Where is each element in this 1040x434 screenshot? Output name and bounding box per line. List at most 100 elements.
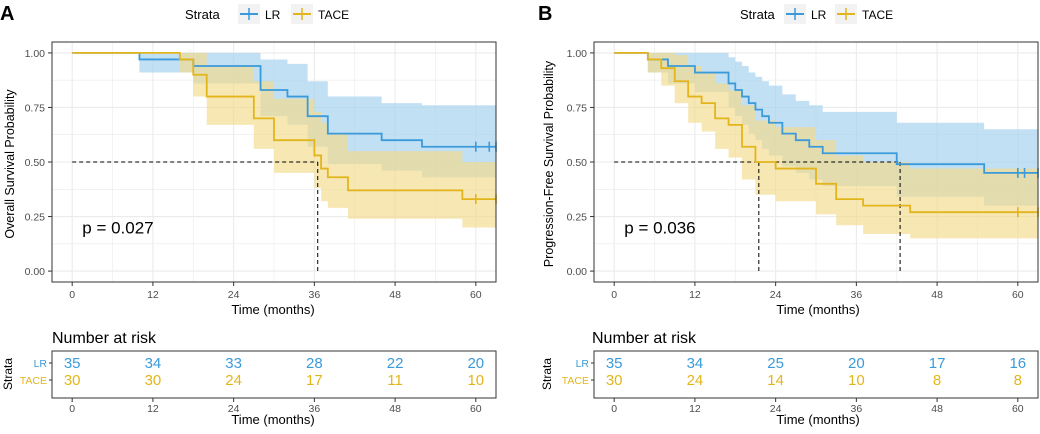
risk-table-xlabel: Time (months)	[231, 412, 314, 427]
y-tick-label: 0.50	[25, 157, 46, 169]
y-axis-label: Progression-Free Survival Probability	[542, 60, 556, 267]
risk-count: 33	[225, 355, 242, 372]
risk-row-label-tace: TACE	[562, 375, 589, 387]
x-tick-label: 48	[389, 289, 401, 301]
risk-count: 35	[64, 355, 81, 372]
risk-table: LR 35 34 25 20 17 16 TACE 30 24 14 10 8 8 0 12 24 36 48 60	[562, 350, 1039, 415]
risk-count: 10	[467, 372, 484, 389]
y-tick-label: 0.25	[567, 212, 588, 224]
x-tick-label: 48	[931, 289, 943, 301]
y-tick-label: 0.75	[25, 102, 46, 114]
x-tick-label: 12	[147, 289, 159, 301]
legend: Strata LR TACE	[740, 4, 893, 24]
survival-curve-lr	[614, 52, 1038, 174]
legend-key-lr	[238, 4, 260, 24]
risk-x-tick-label: 12	[147, 403, 159, 415]
risk-row-label-tace: TACE	[20, 375, 47, 387]
x-tick-label: 0	[69, 289, 75, 301]
legend: Strata LR TACE	[185, 4, 349, 24]
x-tick-label: 36	[851, 289, 863, 301]
risk-count: 24	[225, 372, 242, 389]
risk-table-border	[51, 350, 497, 399]
survival-curve-tace	[72, 52, 496, 200]
risk-table-ylabel: Strata	[1, 358, 15, 390]
risk-count: 8	[1014, 372, 1022, 389]
x-tick-label: 60	[470, 289, 482, 301]
risk-table-title: Number at risk	[592, 330, 697, 347]
risk-count: 34	[687, 355, 704, 372]
risk-count: 22	[387, 355, 404, 372]
panel-b: B Strata LR TACE Progression-Free Surviv…	[538, 3, 1039, 427]
legend-label-tace: TACE	[318, 8, 349, 22]
y-tick-label: 0.00	[567, 266, 588, 278]
y-tick-label: 0.50	[567, 157, 588, 169]
risk-count: 17	[306, 372, 323, 389]
risk-count: 11	[387, 372, 403, 389]
legend-label-tace: TACE	[862, 8, 893, 22]
legend-title: Strata	[740, 7, 775, 22]
risk-count: 34	[145, 355, 162, 372]
risk-x-tick-label: 12	[689, 403, 701, 415]
x-tick-label: 0	[611, 289, 617, 301]
y-tick-label: 0.25	[25, 212, 46, 224]
p-value: p = 0.027	[82, 218, 153, 237]
risk-count: 30	[606, 372, 623, 389]
plot-area: p = 0.036 0 12 24 36 48 60 0.00 0.25 0.50 0.75 1.00	[567, 41, 1039, 301]
x-tick-label: 60	[1012, 289, 1024, 301]
x-tick-label: 12	[689, 289, 701, 301]
panel-letter: A	[0, 3, 14, 25]
x-tick-label: 36	[309, 289, 321, 301]
risk-count: 17	[929, 355, 946, 372]
risk-count: 16	[1009, 355, 1026, 372]
risk-x-tick-label: 0	[611, 403, 617, 415]
risk-row-label-lr: LR	[576, 358, 590, 370]
survival-curve-tace	[614, 52, 1038, 214]
risk-count: 24	[687, 372, 704, 389]
legend-label-lr: LR	[811, 8, 827, 22]
risk-count: 8	[933, 372, 941, 389]
risk-x-tick-label: 24	[770, 403, 782, 415]
risk-count: 20	[848, 355, 865, 372]
risk-count: 25	[767, 355, 784, 372]
legend-label-lr: LR	[265, 8, 281, 22]
p-value: p = 0.036	[624, 218, 695, 237]
y-tick-label: 0.00	[25, 266, 46, 278]
plot-area: p = 0.027 0 12 24 36 48 60 0.00 0.25 0.50 0.75 1.00	[25, 41, 497, 301]
risk-x-tick-label: 48	[389, 403, 401, 415]
y-tick-label: 0.75	[567, 102, 588, 114]
risk-table-title: Number at risk	[52, 330, 157, 347]
risk-table-xlabel: Time (months)	[776, 412, 859, 427]
x-tick-label: 24	[228, 289, 240, 301]
risk-x-tick-label: 36	[851, 403, 863, 415]
x-axis-label: Time (months)	[231, 302, 314, 317]
confidence-band-tace	[614, 52, 1038, 239]
risk-x-tick-label: 48	[931, 403, 943, 415]
risk-table: LR 35 34 33 28 22 20 TACE 30 30 24 17 11 10 0 12 24 36 48 6…	[20, 350, 497, 415]
risk-table-ylabel: Strata	[540, 358, 554, 390]
panel-letter: B	[538, 3, 552, 25]
legend-key-tace	[291, 4, 313, 24]
risk-x-tick-label: 60	[470, 403, 482, 415]
risk-x-tick-label: 24	[228, 403, 240, 415]
legend-key-tace	[835, 4, 857, 24]
risk-count: 10	[848, 372, 865, 389]
risk-x-tick-label: 0	[69, 403, 75, 415]
risk-count: 14	[767, 372, 784, 389]
risk-count: 35	[606, 355, 623, 372]
legend-title: Strata	[185, 7, 220, 22]
panel-a: A Strata LR TACE Overall Survival Probab…	[0, 3, 497, 427]
y-tick-label: 1.00	[567, 48, 588, 60]
risk-count: 28	[306, 355, 323, 372]
risk-x-tick-label: 60	[1012, 403, 1024, 415]
legend-key-lr	[784, 4, 806, 24]
risk-row-label-lr: LR	[34, 358, 48, 370]
y-axis-label: Overall Survival Probability	[3, 89, 17, 239]
x-axis-label: Time (months)	[776, 302, 859, 317]
x-tick-label: 24	[770, 289, 782, 301]
risk-table-border	[593, 350, 1039, 399]
risk-count: 30	[64, 372, 81, 389]
risk-count: 20	[467, 355, 484, 372]
risk-count: 30	[145, 372, 162, 389]
